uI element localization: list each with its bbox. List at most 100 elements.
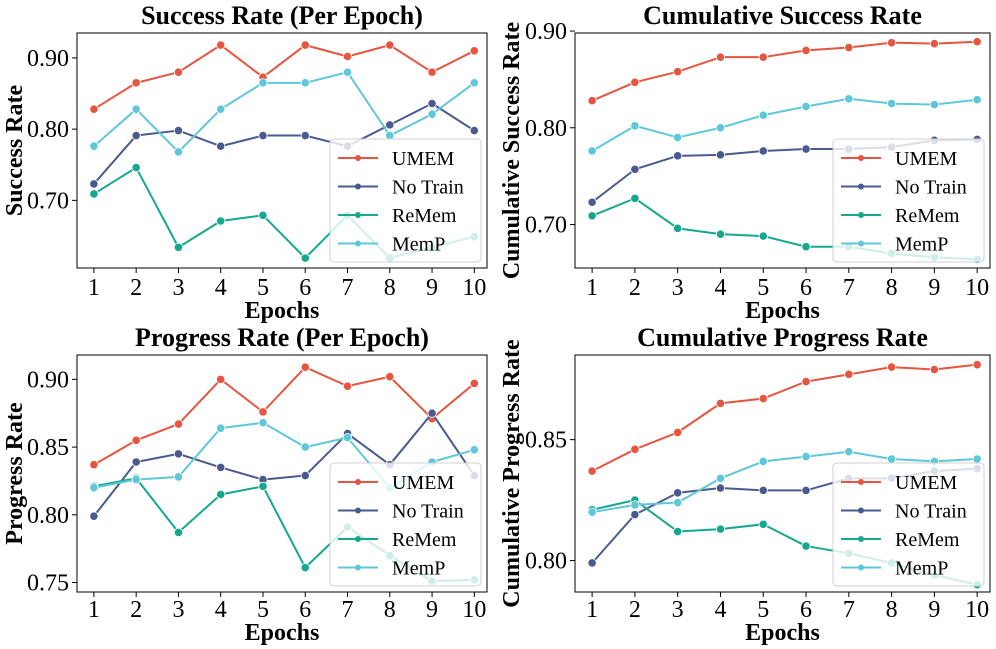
- data-point-umem: [715, 398, 726, 408]
- x-tick-label: 2: [629, 275, 641, 301]
- x-tick-label: 8: [886, 275, 898, 301]
- data-point-umem: [758, 52, 768, 62]
- data-point-no-train: [427, 408, 437, 418]
- y-tick-label: 0.80: [27, 117, 69, 143]
- legend-label: ReMem: [392, 205, 457, 227]
- data-point-memp: [427, 109, 437, 119]
- data-point-no-train: [427, 98, 437, 109]
- x-tick-label: 4: [714, 597, 726, 623]
- data-point-memp: [131, 474, 141, 485]
- legend-label: MemP: [392, 234, 445, 256]
- data-point-memp: [758, 110, 768, 120]
- data-point-remem: [715, 229, 726, 239]
- data-point-remem: [715, 524, 726, 534]
- legend-label: No Train: [392, 177, 464, 199]
- y-tick-label: 0.80: [525, 549, 567, 575]
- data-point-no-train: [131, 457, 141, 467]
- x-tick-label: 7: [342, 597, 354, 623]
- data-point-umem: [427, 67, 437, 77]
- legend-label: UMEM: [392, 472, 454, 494]
- data-point-memp: [801, 451, 811, 462]
- x-tick-label: 3: [172, 275, 184, 301]
- data-point-memp: [300, 442, 310, 452]
- chart-panel-1: Success Rate (Per Epoch) UMEM No Train ReMe…: [2, 1, 488, 324]
- legend-box: [329, 462, 482, 587]
- data-point-remem: [216, 216, 226, 226]
- data-point-umem: [300, 362, 310, 372]
- x-tick-label: 9: [426, 275, 438, 301]
- legend-marker: [355, 155, 361, 161]
- data-point-no-train: [258, 130, 268, 141]
- x-tick-label: 10: [965, 275, 989, 301]
- x-tick-label: 4: [714, 275, 726, 301]
- chart-panel-2: Cumulative Success Rate UMEM No Train ReMem…: [499, 1, 991, 324]
- axes-frame: [574, 354, 991, 593]
- y-tick-label: 0.90: [27, 46, 69, 72]
- data-point-umem: [972, 360, 982, 370]
- data-point-memp: [715, 123, 726, 133]
- data-point-remem: [801, 541, 811, 551]
- data-point-umem: [342, 51, 353, 62]
- legend-marker: [858, 479, 864, 485]
- x-tick-label: 9: [928, 597, 940, 623]
- x-tick-label: 6: [800, 597, 812, 623]
- data-point-umem: [844, 42, 854, 53]
- chart-panel-4: Cumulative Progress Rate UMEM No Train ReMe…: [499, 323, 991, 646]
- data-point-remem: [801, 242, 811, 252]
- legend-label: UMEM: [895, 148, 957, 170]
- data-point-no-train: [715, 483, 726, 493]
- x-tick-label: 10: [462, 275, 486, 301]
- data-point-memp: [630, 500, 640, 510]
- data-point-remem: [173, 242, 184, 252]
- x-tick-label: 6: [299, 275, 311, 301]
- data-point-no-train: [469, 125, 479, 136]
- data-point-umem: [886, 38, 897, 48]
- data-point-umem: [469, 378, 479, 389]
- legend: UMEM No Train ReMem MemP: [329, 462, 482, 587]
- x-tick-label: 10: [965, 597, 989, 623]
- data-point-memp: [258, 418, 268, 428]
- legend-label: UMEM: [392, 148, 454, 170]
- x-axis-label: Epochs: [245, 298, 320, 324]
- data-point-remem: [258, 210, 268, 220]
- data-point-no-train: [89, 179, 99, 189]
- legend-label: UMEM: [895, 472, 957, 494]
- data-point-no-train: [216, 462, 226, 473]
- data-point-umem: [673, 427, 683, 437]
- data-point-no-train: [630, 510, 640, 520]
- y-tick-label: 0.80: [27, 503, 69, 529]
- legend-label: MemP: [895, 558, 948, 580]
- data-point-umem: [758, 393, 768, 404]
- legend-marker: [355, 564, 361, 571]
- x-tick-label: 5: [257, 275, 269, 301]
- y-tick-label: 0.90: [525, 19, 567, 45]
- data-point-remem: [300, 253, 310, 263]
- x-tick-label: 7: [843, 597, 855, 623]
- legend-marker: [858, 240, 864, 247]
- x-axis-label: Epochs: [745, 298, 820, 324]
- x-tick-label: 5: [257, 597, 269, 623]
- data-point-no-train: [131, 130, 141, 141]
- data-point-no-train: [300, 130, 310, 141]
- x-axis-label: Epochs: [745, 620, 820, 646]
- data-point-memp: [844, 447, 854, 457]
- x-tick-label: 7: [843, 275, 855, 301]
- data-point-memp: [173, 472, 184, 482]
- data-point-umem: [385, 40, 395, 50]
- axes-frame: [574, 32, 991, 269]
- chart-title: Cumulative Progress Rate: [637, 323, 928, 352]
- x-tick-label: 5: [757, 275, 769, 301]
- data-point-umem: [173, 419, 184, 429]
- x-tick-label: 5: [757, 597, 769, 623]
- data-point-no-train: [587, 558, 597, 568]
- data-point-remem: [758, 231, 768, 241]
- data-point-no-train: [801, 485, 811, 496]
- data-point-memp: [587, 146, 597, 156]
- chart-title: Progress Rate (Per Epoch): [135, 323, 429, 352]
- x-tick-label: 6: [299, 597, 311, 623]
- data-point-umem: [929, 39, 939, 49]
- data-point-umem: [673, 67, 683, 77]
- data-point-remem: [673, 223, 683, 233]
- data-point-memp: [173, 147, 184, 157]
- x-tick-label: 3: [672, 597, 684, 623]
